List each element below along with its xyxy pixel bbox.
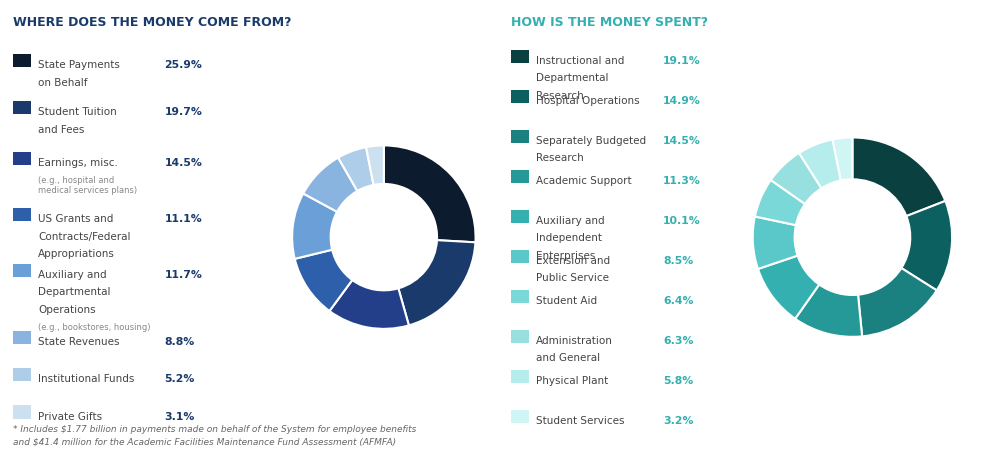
Wedge shape [832, 138, 852, 180]
Text: and Fees: and Fees [38, 125, 85, 135]
Text: on Behalf: on Behalf [38, 78, 88, 88]
Text: 6.4%: 6.4% [663, 296, 694, 306]
Text: Public Service: Public Service [536, 273, 609, 284]
Text: Instructional and: Instructional and [536, 56, 625, 66]
Text: Research: Research [536, 153, 584, 164]
Text: Hospital Operations: Hospital Operations [536, 96, 640, 106]
Text: 6.3%: 6.3% [663, 336, 694, 346]
Wedge shape [399, 240, 476, 326]
Text: 8.8%: 8.8% [165, 337, 194, 347]
Wedge shape [366, 146, 384, 185]
Wedge shape [303, 158, 357, 212]
Text: (e.g., bookstores, housing): (e.g., bookstores, housing) [38, 323, 151, 332]
Text: 25.9%: 25.9% [165, 60, 202, 71]
Text: US Grants and: US Grants and [38, 214, 114, 224]
Text: 11.1%: 11.1% [165, 214, 202, 224]
Text: Contracts/Federal: Contracts/Federal [38, 232, 131, 242]
Text: Physical Plant: Physical Plant [536, 376, 608, 386]
Text: * Includes $1.77 billion in payments made on behalf of the System for employee b: * Includes $1.77 billion in payments mad… [13, 425, 417, 446]
Text: Student Aid: Student Aid [536, 296, 597, 306]
Wedge shape [755, 180, 805, 225]
Text: Independent: Independent [536, 233, 602, 244]
Text: Auxiliary and: Auxiliary and [38, 270, 107, 280]
Text: (e.g., hospital and
medical services plans): (e.g., hospital and medical services pla… [38, 176, 137, 195]
Text: 3.2%: 3.2% [663, 416, 694, 426]
Text: Extension and: Extension and [536, 256, 610, 266]
Wedge shape [295, 250, 352, 311]
Wedge shape [901, 201, 952, 290]
Text: Appropriations: Appropriations [38, 249, 115, 259]
Text: Research: Research [536, 91, 584, 101]
Text: Student Tuition: Student Tuition [38, 107, 117, 117]
Wedge shape [858, 268, 937, 336]
Text: 5.2%: 5.2% [165, 374, 194, 385]
Text: 8.5%: 8.5% [663, 256, 693, 266]
Text: 11.7%: 11.7% [165, 270, 202, 280]
Text: 19.1%: 19.1% [663, 56, 701, 66]
Wedge shape [384, 146, 476, 242]
Text: State Revenues: State Revenues [38, 337, 120, 347]
Text: Separately Budgeted: Separately Budgeted [536, 136, 646, 146]
Wedge shape [292, 193, 337, 259]
Text: 5.8%: 5.8% [663, 376, 693, 386]
Text: Operations: Operations [38, 305, 96, 315]
Text: Auxiliary and: Auxiliary and [536, 216, 605, 226]
Text: Departmental: Departmental [536, 73, 609, 84]
Wedge shape [771, 153, 822, 204]
Wedge shape [329, 280, 409, 329]
Text: 11.3%: 11.3% [663, 176, 701, 186]
Wedge shape [338, 147, 374, 191]
Text: and General: and General [536, 353, 600, 364]
Text: Academic Support: Academic Support [536, 176, 632, 186]
Text: Enterprises: Enterprises [536, 251, 596, 261]
Text: 14.5%: 14.5% [663, 136, 701, 146]
Text: Private Gifts: Private Gifts [38, 412, 102, 422]
Text: 10.1%: 10.1% [663, 216, 701, 226]
Wedge shape [753, 217, 798, 269]
Text: State Payments: State Payments [38, 60, 120, 71]
Text: Earnings, misc.: Earnings, misc. [38, 158, 118, 168]
Text: 14.5%: 14.5% [165, 158, 202, 168]
Text: Administration: Administration [536, 336, 613, 346]
Text: 14.9%: 14.9% [663, 96, 701, 106]
Wedge shape [758, 256, 820, 319]
Text: WHERE DOES THE MONEY COME FROM?: WHERE DOES THE MONEY COME FROM? [13, 16, 291, 29]
Text: Student Services: Student Services [536, 416, 625, 426]
Text: Departmental: Departmental [38, 287, 111, 298]
Text: 19.7%: 19.7% [165, 107, 202, 117]
Wedge shape [799, 140, 840, 188]
Wedge shape [796, 285, 862, 337]
Wedge shape [852, 138, 945, 216]
Text: Institutional Funds: Institutional Funds [38, 374, 135, 385]
Text: 3.1%: 3.1% [165, 412, 194, 422]
Text: HOW IS THE MONEY SPENT?: HOW IS THE MONEY SPENT? [511, 16, 709, 29]
